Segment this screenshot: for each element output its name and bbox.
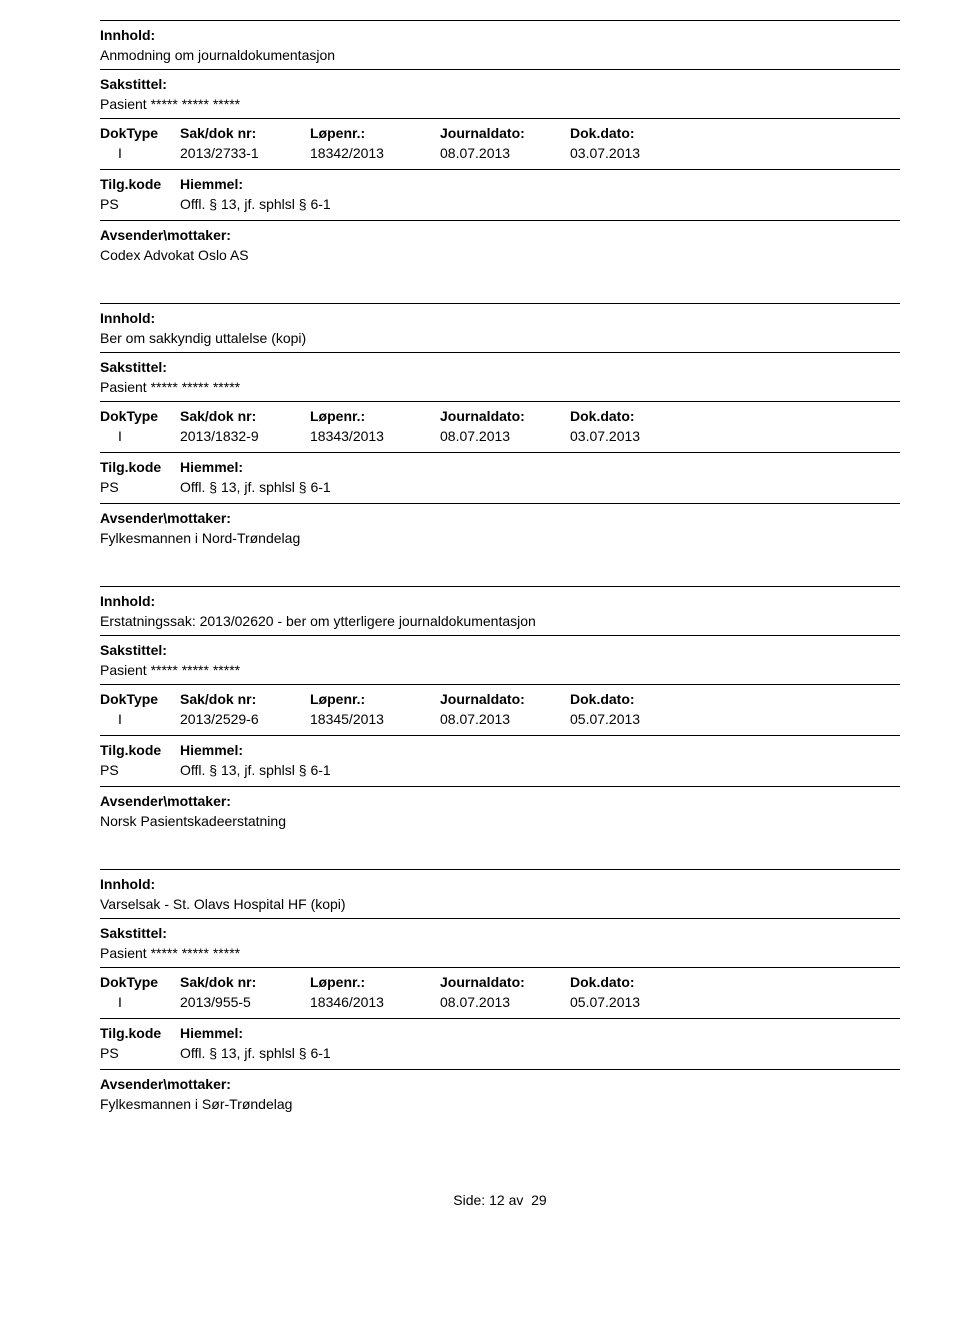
dokdato-header: Dok.dato: — [570, 125, 700, 141]
avsender-value: Fylkesmannen i Sør-Trøndelag — [100, 1096, 900, 1112]
doktype-header: DokType — [100, 125, 180, 141]
innhold-value: Ber om sakkyndig uttalelse (kopi) — [100, 330, 900, 346]
doktype-value: I — [100, 994, 180, 1010]
innhold-label: Innhold: — [100, 27, 900, 43]
lopenr-value: 18346/2013 — [310, 994, 440, 1010]
innhold-value: Anmodning om journaldokumentasjon — [100, 47, 900, 63]
innhold-label: Innhold: — [100, 310, 900, 326]
journal-entry: Innhold: Erstatningssak: 2013/02620 - be… — [100, 586, 900, 829]
sakdok-value: 2013/1832-9 — [180, 428, 310, 444]
hiemmel-header: Hiemmel: — [180, 459, 900, 475]
sakstittel-label: Sakstittel: — [100, 359, 900, 375]
avsender-value: Fylkesmannen i Nord-Trøndelag — [100, 530, 900, 546]
sakdok-value: 2013/955-5 — [180, 994, 310, 1010]
sakstittel-value: Pasient ***** ***** ***** — [100, 379, 900, 395]
sakdok-header: Sak/dok nr: — [180, 691, 310, 707]
sakdok-header: Sak/dok nr: — [180, 125, 310, 141]
sakdok-header: Sak/dok nr: — [180, 974, 310, 990]
hiemmel-header: Hiemmel: — [180, 742, 900, 758]
lopenr-header: Løpenr.: — [310, 974, 440, 990]
avsender-value: Codex Advokat Oslo AS — [100, 247, 900, 263]
avsender-value: Norsk Pasientskadeerstatning — [100, 813, 900, 829]
tilgkode-value: PS — [100, 762, 180, 778]
hiemmel-header: Hiemmel: — [180, 1025, 900, 1041]
journaldato-header: Journaldato: — [440, 691, 570, 707]
document-page: Innhold: Anmodning om journaldokumentasj… — [0, 0, 960, 1248]
dokdato-value: 03.07.2013 — [570, 428, 700, 444]
footer-page-number: 12 — [489, 1192, 505, 1208]
journal-entry: Innhold: Ber om sakkyndig uttalelse (kop… — [100, 303, 900, 546]
hiemmel-value: Offl. § 13, jf. sphlsl § 6-1 — [180, 196, 900, 212]
journaldato-header: Journaldato: — [440, 408, 570, 424]
dokdato-value: 05.07.2013 — [570, 711, 700, 727]
journaldato-value: 08.07.2013 — [440, 994, 570, 1010]
innhold-value: Erstatningssak: 2013/02620 - ber om ytte… — [100, 613, 900, 629]
sakdok-value: 2013/2529-6 — [180, 711, 310, 727]
journaldato-value: 08.07.2013 — [440, 711, 570, 727]
sakstittel-value: Pasient ***** ***** ***** — [100, 96, 900, 112]
avsender-label: Avsender\mottaker: — [100, 510, 900, 526]
doktype-header: DokType — [100, 974, 180, 990]
doktype-value: I — [100, 428, 180, 444]
dokdato-header: Dok.dato: — [570, 974, 700, 990]
avsender-label: Avsender\mottaker: — [100, 1076, 900, 1092]
innhold-label: Innhold: — [100, 593, 900, 609]
lopenr-header: Løpenr.: — [310, 125, 440, 141]
tilgkode-value: PS — [100, 1045, 180, 1061]
hiemmel-value: Offl. § 13, jf. sphlsl § 6-1 — [180, 479, 900, 495]
doktype-value: I — [100, 145, 180, 161]
journal-entry: Innhold: Varselsak - St. Olavs Hospital … — [100, 869, 900, 1112]
hiemmel-value: Offl. § 13, jf. sphlsl § 6-1 — [180, 1045, 900, 1061]
tilgkode-header: Tilg.kode — [100, 742, 180, 758]
journaldato-value: 08.07.2013 — [440, 428, 570, 444]
footer-av: av — [509, 1192, 524, 1208]
lopenr-header: Løpenr.: — [310, 408, 440, 424]
avsender-label: Avsender\mottaker: — [100, 793, 900, 809]
hiemmel-value: Offl. § 13, jf. sphlsl § 6-1 — [180, 762, 900, 778]
footer-side-label: Side: — [453, 1192, 485, 1208]
dokdato-header: Dok.dato: — [570, 691, 700, 707]
tilgkode-header: Tilg.kode — [100, 1025, 180, 1041]
sakdok-header: Sak/dok nr: — [180, 408, 310, 424]
tilgkode-header: Tilg.kode — [100, 176, 180, 192]
entries-list: Innhold: Anmodning om journaldokumentasj… — [100, 20, 900, 1112]
doktype-header: DokType — [100, 691, 180, 707]
lopenr-value: 18342/2013 — [310, 145, 440, 161]
hiemmel-header: Hiemmel: — [180, 176, 900, 192]
sakstittel-label: Sakstittel: — [100, 642, 900, 658]
doktype-header: DokType — [100, 408, 180, 424]
tilgkode-header: Tilg.kode — [100, 459, 180, 475]
journaldato-header: Journaldato: — [440, 974, 570, 990]
lopenr-value: 18345/2013 — [310, 711, 440, 727]
journaldato-value: 08.07.2013 — [440, 145, 570, 161]
sakstittel-label: Sakstittel: — [100, 76, 900, 92]
journal-entry: Innhold: Anmodning om journaldokumentasj… — [100, 20, 900, 263]
tilgkode-value: PS — [100, 479, 180, 495]
journaldato-header: Journaldato: — [440, 125, 570, 141]
tilgkode-value: PS — [100, 196, 180, 212]
sakstittel-label: Sakstittel: — [100, 925, 900, 941]
doktype-value: I — [100, 711, 180, 727]
page-footer: Side: 12 av 29 — [100, 1192, 900, 1208]
footer-total: 29 — [531, 1192, 547, 1208]
sakstittel-value: Pasient ***** ***** ***** — [100, 662, 900, 678]
lopenr-header: Løpenr.: — [310, 691, 440, 707]
sakstittel-value: Pasient ***** ***** ***** — [100, 945, 900, 961]
lopenr-value: 18343/2013 — [310, 428, 440, 444]
dokdato-header: Dok.dato: — [570, 408, 700, 424]
avsender-label: Avsender\mottaker: — [100, 227, 900, 243]
innhold-label: Innhold: — [100, 876, 900, 892]
sakdok-value: 2013/2733-1 — [180, 145, 310, 161]
dokdato-value: 03.07.2013 — [570, 145, 700, 161]
innhold-value: Varselsak - St. Olavs Hospital HF (kopi) — [100, 896, 900, 912]
dokdato-value: 05.07.2013 — [570, 994, 700, 1010]
